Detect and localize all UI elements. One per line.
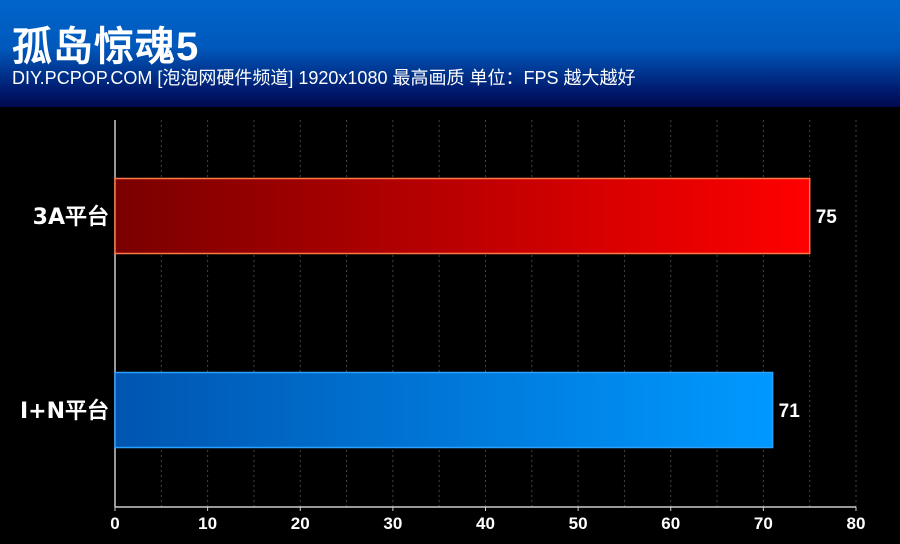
- x-tick-label: 0: [110, 514, 119, 533]
- x-tick-label: 80: [847, 514, 866, 533]
- x-tick-label: 30: [383, 514, 402, 533]
- data-label: 75: [816, 207, 838, 228]
- x-tick-label: 70: [754, 514, 773, 533]
- x-tick-label: 40: [476, 514, 495, 533]
- chart-title: 孤岛惊魂5: [12, 25, 200, 69]
- x-tick-label: 50: [569, 514, 588, 533]
- header-banner: 孤岛惊魂5 DIY.PCPOP.COM [泡泡网硬件频道] 1920x1080 …: [0, 0, 900, 107]
- bar-0: [114, 177, 811, 255]
- category-label: I+N平台: [20, 398, 109, 424]
- category-label: 3A平台: [33, 204, 109, 230]
- data-label: 71: [779, 401, 801, 422]
- x-tick-label: 60: [661, 514, 680, 533]
- x-tick-label: 20: [291, 514, 310, 533]
- x-tick-label: 10: [198, 514, 217, 533]
- bar-1: [114, 371, 774, 449]
- chart-subtitle: DIY.PCPOP.COM [泡泡网硬件频道] 1920x1080 最高画质 单…: [12, 68, 636, 88]
